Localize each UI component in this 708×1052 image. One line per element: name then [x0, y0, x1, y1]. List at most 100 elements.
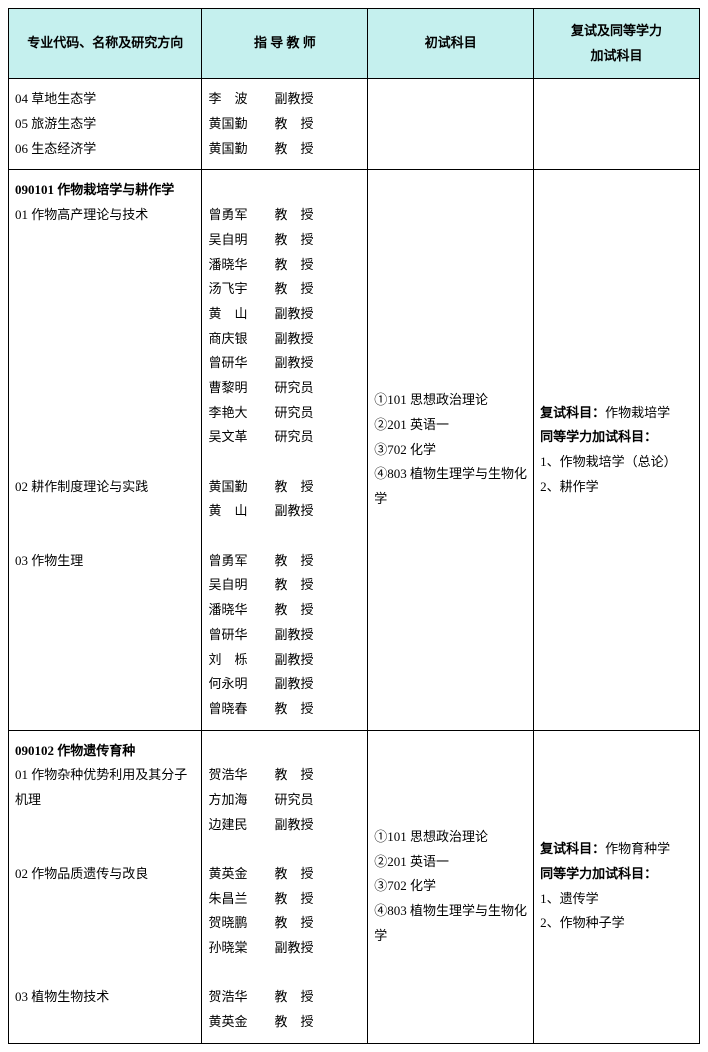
teacher-title: 教 授 [274, 228, 313, 253]
teacher-row: 曾研华副教授 [208, 351, 361, 376]
teacher-row: 汤飞宇教 授 [208, 277, 361, 302]
teacher-list: 贺浩华教 授方加海研究员边建民副教授黄英金教 授朱昌兰教 授贺晓鹏教 授孙晓棠副… [208, 763, 361, 1035]
teacher-row: 黄英金教 授 [208, 1010, 361, 1035]
teacher-title: 教 授 [274, 887, 313, 912]
text-line: ④803 植物生理学与生物化学 [374, 899, 527, 948]
teacher-name: 曹黎明 [208, 376, 256, 401]
teacher-row: 吴文革研究员 [208, 425, 361, 450]
direction-list: 01 作物杂种优势利用及其分子机理02 作物品质遗传与改良03 植物生物技术 [15, 763, 195, 1035]
teacher-row: 贺晓鹏教 授 [208, 911, 361, 936]
header-teacher: 指 导 教 师 [202, 9, 368, 79]
teacher-list: 李 波副教授黄国勤教 授黄国勤教 授 [208, 87, 361, 161]
direction-item: 06 生态经济学 [15, 137, 195, 162]
teacher-title: 研究员 [274, 788, 313, 813]
teacher-row: 吴自明教 授 [208, 228, 361, 253]
direction-list: 01 作物高产理论与技术 02 耕作制度理论与实践 03 作物生理 [15, 203, 195, 721]
retest-cell: 复试科目：作物育种学 同等学力加试科目： 1、遗传学2、作物种子学 [534, 730, 700, 1043]
teacher-row: 何永明副教授 [208, 672, 361, 697]
direction-item: 05 旅游生态学 [15, 112, 195, 137]
teacher-name: 贺晓鹏 [208, 911, 256, 936]
teacher-name: 李 波 [208, 87, 256, 112]
teacher-row: 曾勇军教 授 [208, 549, 361, 574]
direction-item: 02 作物品质遗传与改良 [15, 862, 195, 887]
retest-cell: 复试科目：作物栽培学 同等学力加试科目： 1、作物栽培学（总论）2、耕作学 [534, 170, 700, 730]
teacher-name: 曾勇军 [208, 203, 256, 228]
teacher-cell: 曾勇军教 授吴自明教 授潘晓华教 授汤飞宇教 授黄 山副教授商庆银副教授曾研华副… [202, 170, 368, 730]
teacher-title: 副教授 [274, 302, 313, 327]
teacher-name: 潘晓华 [208, 253, 256, 278]
teacher-name: 何永明 [208, 672, 256, 697]
teacher-name: 曾研华 [208, 623, 256, 648]
text-line: ①101 思想政治理论 [374, 388, 527, 413]
table-row: 090101 作物栽培学与耕作学 01 作物高产理论与技术02 耕作制度理论与实… [9, 170, 700, 730]
curriculum-table: 专业代码、名称及研究方向 指 导 教 师 初试科目 复试及同等学力 加试科目 0… [8, 8, 700, 1044]
teacher-name: 黄国勤 [208, 475, 256, 500]
teacher-title: 副教授 [274, 813, 313, 838]
teacher-row: 黄国勤教 授 [208, 475, 361, 500]
teacher-title: 副教授 [274, 87, 313, 112]
header-major: 专业代码、名称及研究方向 [9, 9, 202, 79]
text-line: 2、耕作学 [540, 475, 693, 500]
direction-item: 03 作物生理 [15, 549, 195, 574]
table-row: 04 草地生态学05 旅游生态学06 生态经济学 李 波副教授黄国勤教 授黄国勤… [9, 79, 700, 170]
text-line: 1、遗传学 [540, 887, 693, 912]
teacher-title: 副教授 [274, 672, 313, 697]
direction-item: 01 作物高产理论与技术 [15, 203, 195, 228]
teacher-row: 商庆银副教授 [208, 327, 361, 352]
teacher-row: 曾勇军教 授 [208, 203, 361, 228]
teacher-title: 教 授 [274, 697, 313, 722]
teacher-title: 副教授 [274, 936, 313, 961]
direction-item: 03 植物生物技术 [15, 985, 195, 1010]
teacher-title: 研究员 [274, 376, 313, 401]
teacher-name: 朱昌兰 [208, 887, 256, 912]
text-line: ③702 化学 [374, 874, 527, 899]
text-line: ①101 思想政治理论 [374, 825, 527, 850]
retest-subject-line: 复试科目：作物育种学 [540, 837, 693, 862]
teacher-title: 副教授 [274, 351, 313, 376]
teacher-name: 李艳大 [208, 401, 256, 426]
teacher-cell: 李 波副教授黄国勤教 授黄国勤教 授 [202, 79, 368, 170]
teacher-name: 曾研华 [208, 351, 256, 376]
teacher-title: 副教授 [274, 327, 313, 352]
teacher-title: 教 授 [274, 277, 313, 302]
direction-item: 04 草地生态学 [15, 87, 195, 112]
teacher-row: 李艳大研究员 [208, 401, 361, 426]
teacher-title: 副教授 [274, 499, 313, 524]
direction-list: 04 草地生态学05 旅游生态学06 生态经济学 [15, 87, 195, 161]
teacher-name: 汤飞宇 [208, 277, 256, 302]
text-line: ②201 英语一 [374, 850, 527, 875]
teacher-name: 黄英金 [208, 1010, 256, 1035]
teacher-row: 黄国勤教 授 [208, 112, 361, 137]
retest-items: 1、作物栽培学（总论）2、耕作学 [540, 450, 693, 499]
teacher-title: 教 授 [274, 1010, 313, 1035]
teacher-row: 刘 栎副教授 [208, 648, 361, 673]
teacher-title: 教 授 [274, 763, 313, 788]
teacher-title: 教 授 [274, 598, 313, 623]
teacher-row: 潘晓华教 授 [208, 253, 361, 278]
text-line: ③702 化学 [374, 438, 527, 463]
teacher-name: 贺浩华 [208, 763, 256, 788]
teacher-row: 曾研华副教授 [208, 623, 361, 648]
teacher-name: 黄英金 [208, 862, 256, 887]
teacher-row: 李 波副教授 [208, 87, 361, 112]
retest-equiv-label: 同等学力加试科目： [540, 425, 693, 450]
text-line: 2、作物种子学 [540, 911, 693, 936]
teacher-name: 黄国勤 [208, 112, 256, 137]
teacher-cell: 贺浩华教 授方加海研究员边建民副教授黄英金教 授朱昌兰教 授贺晓鹏教 授孙晓棠副… [202, 730, 368, 1043]
teacher-list: 曾勇军教 授吴自明教 授潘晓华教 授汤飞宇教 授黄 山副教授商庆银副教授曾研华副… [208, 203, 361, 721]
teacher-title: 教 授 [274, 573, 313, 598]
teacher-row: 黄国勤教 授 [208, 137, 361, 162]
teacher-row: 黄 山副教授 [208, 499, 361, 524]
table-header-row: 专业代码、名称及研究方向 指 导 教 师 初试科目 复试及同等学力 加试科目 [9, 9, 700, 79]
teacher-name: 曾晓春 [208, 697, 256, 722]
teacher-row: 曾晓春教 授 [208, 697, 361, 722]
teacher-name: 吴自明 [208, 573, 256, 598]
exam-cell: ①101 思想政治理论②201 英语一③702 化学④803 植物生理学与生物化… [368, 730, 534, 1043]
teacher-row: 曹黎明研究员 [208, 376, 361, 401]
major-title: 090102 作物遗传育种 [15, 739, 195, 764]
teacher-title: 教 授 [274, 203, 313, 228]
direction-item: 02 耕作制度理论与实践 [15, 475, 195, 500]
teacher-name: 黄国勤 [208, 137, 256, 162]
teacher-title: 教 授 [274, 112, 313, 137]
header-retest: 复试及同等学力 加试科目 [534, 9, 700, 79]
